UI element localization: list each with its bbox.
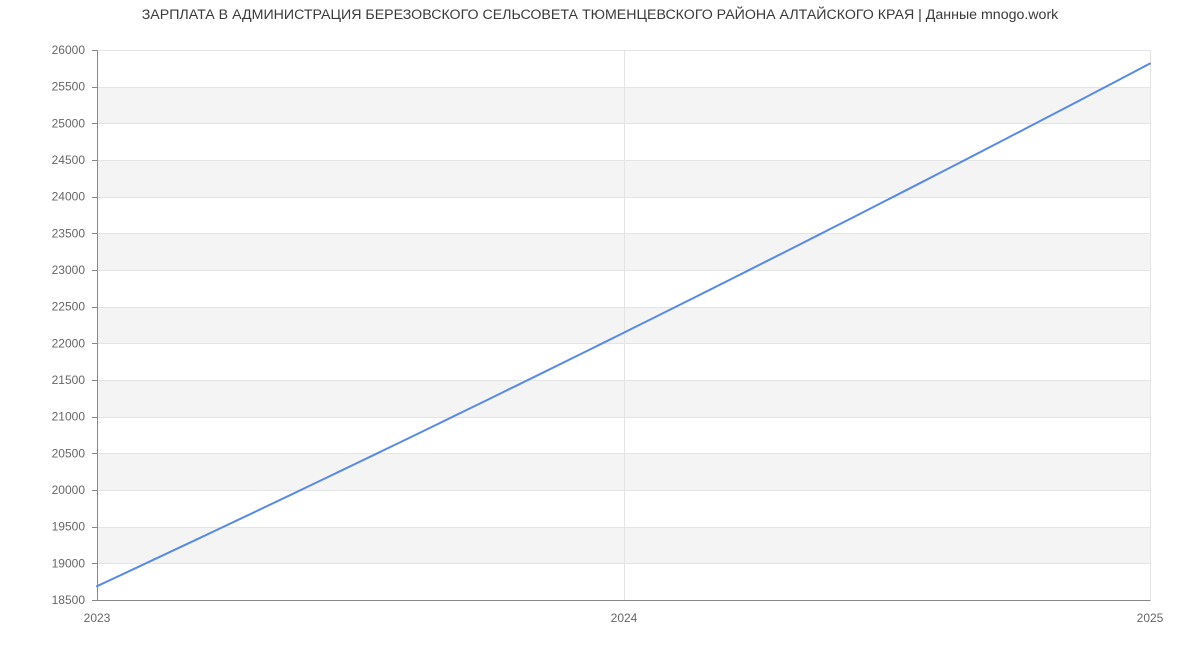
svg-text:19500: 19500 — [52, 520, 86, 534]
svg-text:25500: 25500 — [52, 80, 86, 94]
svg-text:2025: 2025 — [1137, 611, 1164, 625]
svg-text:26000: 26000 — [52, 43, 86, 57]
svg-text:25000: 25000 — [52, 116, 86, 130]
svg-text:2024: 2024 — [611, 611, 638, 625]
svg-text:22000: 22000 — [52, 336, 86, 350]
svg-text:21000: 21000 — [52, 410, 86, 424]
svg-text:23000: 23000 — [52, 263, 86, 277]
svg-text:24000: 24000 — [52, 190, 86, 204]
svg-text:19000: 19000 — [52, 556, 86, 570]
svg-text:23500: 23500 — [52, 226, 86, 240]
svg-text:22500: 22500 — [52, 300, 86, 314]
svg-text:2023: 2023 — [84, 611, 111, 625]
svg-text:20500: 20500 — [52, 446, 86, 460]
svg-text:18500: 18500 — [52, 593, 86, 607]
svg-text:20000: 20000 — [52, 483, 86, 497]
svg-text:21500: 21500 — [52, 373, 86, 387]
svg-text:24500: 24500 — [52, 153, 86, 167]
